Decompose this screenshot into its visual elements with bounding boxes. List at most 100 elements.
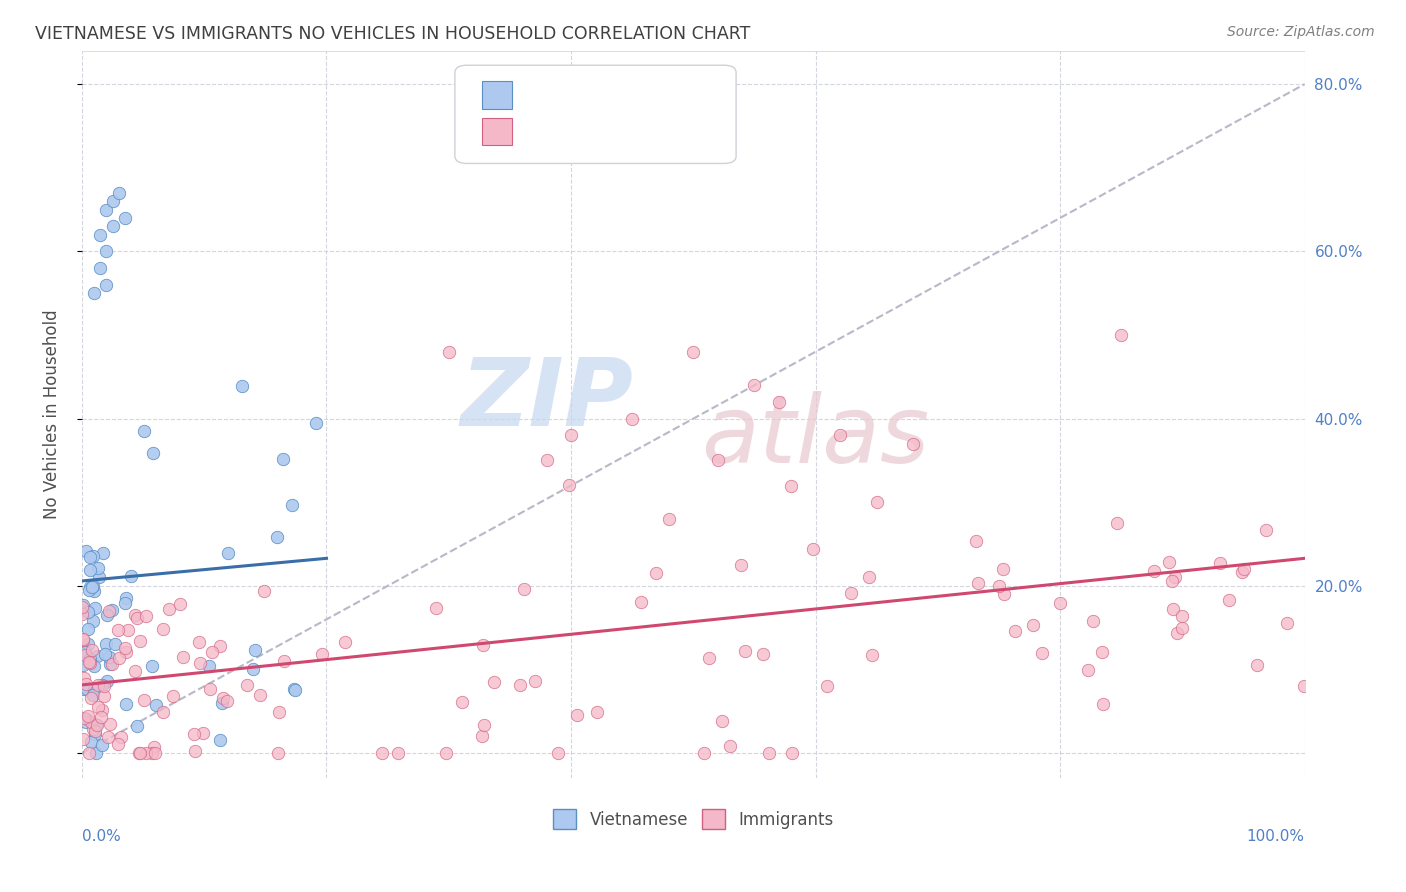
Point [73, 711, 96, 725]
Legend: Vietnamese, Immigrants: Vietnamese, Immigrants [547, 803, 841, 836]
Point [209, 639, 232, 653]
Point [162, 689, 184, 703]
Point [197, 659, 219, 673]
Point [75, 648, 97, 663]
Point [114, 211, 136, 225]
Point [1209, 557, 1232, 571]
Point [87, 699, 110, 714]
Point [79, 549, 101, 564]
Point [134, 424, 156, 438]
Point [965, 533, 987, 548]
Point [471, 729, 494, 743]
Point [83, 286, 105, 301]
Point [100, 717, 122, 731]
Point [82, 614, 104, 628]
Point [90, 709, 112, 723]
Point [305, 416, 328, 430]
Point [77, 583, 100, 598]
Point [866, 495, 889, 509]
Y-axis label: No Vehicles in Household: No Vehicles in Household [44, 310, 60, 519]
Point [734, 643, 756, 657]
Point [1292, 679, 1315, 693]
Point [183, 727, 205, 741]
Point [567, 707, 589, 722]
Point [80, 643, 103, 657]
Point [115, 591, 138, 605]
Point [97, 649, 120, 664]
Point [124, 664, 146, 678]
Point [84, 717, 107, 731]
Point [96, 674, 118, 689]
Point [82, 722, 104, 736]
Point [86, 718, 108, 732]
Point [76, 636, 98, 650]
Point [236, 677, 259, 691]
Text: atlas: atlas [702, 391, 929, 482]
Point [93, 679, 115, 693]
Point [72, 681, 94, 696]
Point [86, 649, 108, 664]
Point [96, 202, 118, 217]
Point [1092, 698, 1115, 712]
Point [101, 657, 124, 671]
Point [1171, 609, 1194, 624]
Point [513, 582, 536, 596]
Point [96, 244, 118, 259]
Point [699, 651, 721, 665]
Point [75, 712, 97, 726]
Point [212, 691, 235, 706]
Point [425, 600, 447, 615]
Point [142, 446, 165, 460]
Point [1083, 614, 1105, 628]
Point [117, 623, 139, 637]
Point [780, 746, 803, 760]
Point [72, 632, 94, 646]
Point [77, 655, 100, 669]
Point [135, 746, 157, 760]
Point [145, 698, 167, 712]
Point [141, 659, 163, 673]
Point [858, 570, 880, 584]
FancyBboxPatch shape [482, 118, 512, 145]
Point [706, 453, 728, 467]
Point [658, 512, 681, 526]
Point [152, 705, 174, 719]
Point [271, 451, 294, 466]
Point [80, 735, 103, 749]
Point [72, 598, 94, 612]
Point [243, 643, 266, 657]
Point [387, 746, 409, 760]
Point [169, 598, 191, 612]
Point [128, 746, 150, 760]
Text: N = 148: N = 148 [626, 123, 700, 141]
Point [768, 395, 790, 409]
Point [83, 659, 105, 673]
Point [758, 746, 780, 760]
Point [143, 746, 166, 760]
Point [132, 693, 155, 707]
Point [73, 644, 96, 658]
Point [311, 648, 333, 662]
Point [76, 681, 98, 696]
Point [114, 640, 136, 655]
Point [91, 678, 114, 692]
Point [231, 379, 253, 393]
Text: 0.0%: 0.0% [82, 830, 121, 844]
Point [115, 697, 138, 711]
Point [82, 579, 104, 593]
Point [157, 602, 180, 616]
Text: R = 0.456: R = 0.456 [526, 123, 609, 141]
Point [90, 703, 112, 717]
Point [83, 683, 105, 698]
Point [711, 714, 734, 729]
Point [249, 689, 271, 703]
Point [1107, 516, 1129, 530]
Point [780, 478, 803, 492]
Point [80, 715, 103, 730]
Point [98, 604, 121, 618]
Point [198, 682, 221, 697]
Point [1232, 562, 1254, 576]
Point [1022, 618, 1045, 632]
Text: VIETNAMESE VS IMMIGRANTS NO VEHICLES IN HOUSEHOLD CORRELATION CHART: VIETNAMESE VS IMMIGRANTS NO VEHICLES IN … [35, 25, 751, 43]
Point [75, 676, 97, 690]
